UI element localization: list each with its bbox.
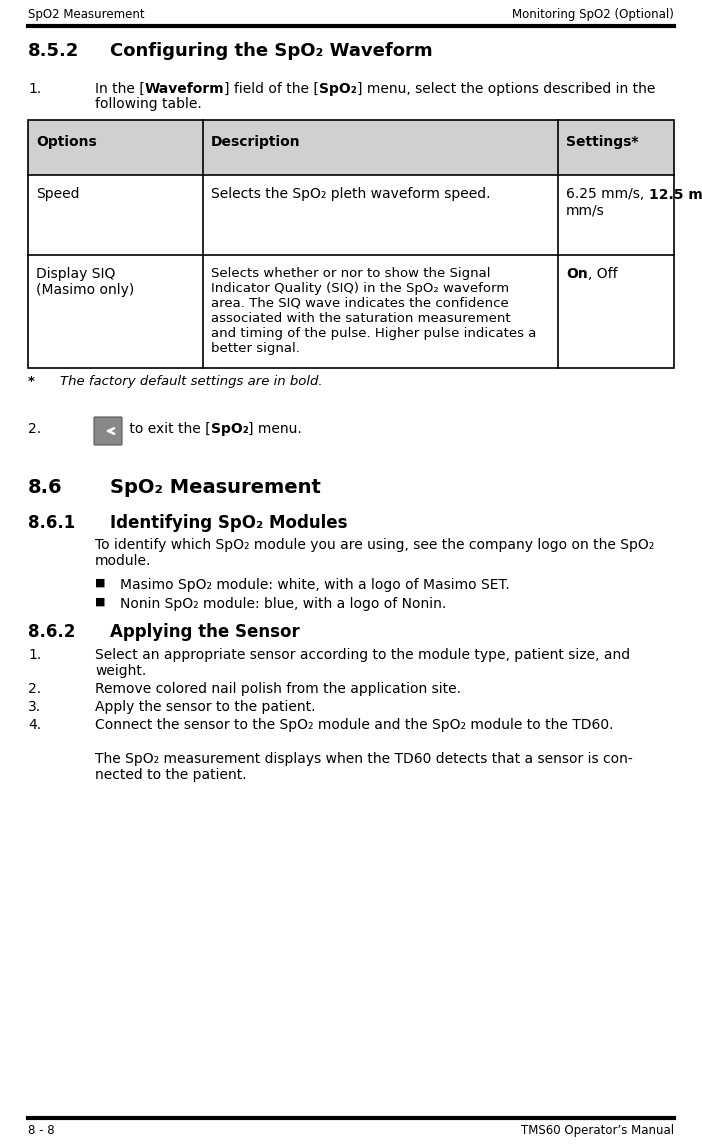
FancyBboxPatch shape xyxy=(94,418,122,445)
Bar xyxy=(28,120,674,175)
Text: On: On xyxy=(566,267,588,281)
Text: Select an appropriate sensor according to the module type, patient size, and: Select an appropriate sensor according t… xyxy=(95,648,630,662)
Text: to exit the [: to exit the [ xyxy=(125,422,211,436)
Text: 6.25 mm/s,: 6.25 mm/s, xyxy=(566,186,649,201)
Text: Connect the sensor to the SpO₂ module and the SpO₂ module to the TD60.: Connect the sensor to the SpO₂ module an… xyxy=(95,718,614,732)
Text: ■: ■ xyxy=(95,578,105,588)
Text: *: * xyxy=(28,375,35,388)
Text: weight.: weight. xyxy=(95,664,146,678)
Text: ] menu, select the options described in the: ] menu, select the options described in … xyxy=(357,82,656,96)
Text: (Masimo only): (Masimo only) xyxy=(36,283,134,297)
Text: TMS60 Operator’s Manual: TMS60 Operator’s Manual xyxy=(521,1125,674,1137)
Text: ] field of the [: ] field of the [ xyxy=(225,82,319,96)
Text: module.: module. xyxy=(95,554,152,569)
Text: The SpO₂ measurement displays when the TD60 detects that a sensor is con-: The SpO₂ measurement displays when the T… xyxy=(95,752,633,766)
Text: ■: ■ xyxy=(95,597,105,607)
Text: Configuring the SpO₂ Waveform: Configuring the SpO₂ Waveform xyxy=(110,42,432,59)
Text: SpO₂: SpO₂ xyxy=(319,82,357,96)
Text: associated with the saturation measurement: associated with the saturation measureme… xyxy=(211,312,510,325)
Bar xyxy=(28,120,674,368)
Text: Indicator Quality (SIQ) in the SpO₂ waveform: Indicator Quality (SIQ) in the SpO₂ wave… xyxy=(211,283,509,295)
Text: Display SIQ: Display SIQ xyxy=(36,267,115,281)
Text: and timing of the pulse. Higher pulse indicates a: and timing of the pulse. Higher pulse in… xyxy=(211,327,536,340)
Text: Selects whether or nor to show the Signal: Selects whether or nor to show the Signa… xyxy=(211,267,491,280)
Text: 2.: 2. xyxy=(28,422,41,436)
Text: Options: Options xyxy=(36,135,97,149)
Text: 8 - 8: 8 - 8 xyxy=(28,1125,55,1137)
Text: 12.5 mm/s: 12.5 mm/s xyxy=(649,186,702,201)
Text: mm/s: mm/s xyxy=(566,204,604,219)
Text: 1.: 1. xyxy=(28,82,41,96)
Text: In the [: In the [ xyxy=(95,82,145,96)
Text: 8.6.2: 8.6.2 xyxy=(28,623,75,641)
Text: To identify which SpO₂ module you are using, see the company logo on the SpO₂: To identify which SpO₂ module you are us… xyxy=(95,538,654,553)
Text: following table.: following table. xyxy=(95,97,201,111)
Text: Remove colored nail polish from the application site.: Remove colored nail polish from the appl… xyxy=(95,682,461,696)
Text: 4.: 4. xyxy=(28,718,41,732)
Text: 8.6: 8.6 xyxy=(28,478,62,496)
Text: Waveform: Waveform xyxy=(145,82,225,96)
Text: 8.5.2: 8.5.2 xyxy=(28,42,79,59)
Text: Masimo SpO₂ module: white, with a logo of Masimo SET.: Masimo SpO₂ module: white, with a logo o… xyxy=(120,578,510,591)
Text: 1.: 1. xyxy=(28,648,41,662)
Text: Settings*: Settings* xyxy=(566,135,639,149)
Text: better signal.: better signal. xyxy=(211,342,300,355)
Text: nected to the patient.: nected to the patient. xyxy=(95,768,246,782)
Text: SpO₂ Measurement: SpO₂ Measurement xyxy=(110,478,321,496)
Text: Nonin SpO₂ module: blue, with a logo of Nonin.: Nonin SpO₂ module: blue, with a logo of … xyxy=(120,597,446,611)
Text: Speed: Speed xyxy=(36,186,79,201)
Text: Selects the SpO₂ pleth waveform speed.: Selects the SpO₂ pleth waveform speed. xyxy=(211,186,491,201)
Text: The factory default settings are in bold.: The factory default settings are in bold… xyxy=(60,375,323,388)
Text: 8.6.1: 8.6.1 xyxy=(28,514,75,532)
Text: Apply the sensor to the patient.: Apply the sensor to the patient. xyxy=(95,700,315,714)
Text: Monitoring SpO2 (Optional): Monitoring SpO2 (Optional) xyxy=(512,8,674,21)
Text: SpO2 Measurement: SpO2 Measurement xyxy=(28,8,145,21)
Text: ] menu.: ] menu. xyxy=(249,422,302,436)
Text: Description: Description xyxy=(211,135,300,149)
Text: , Off: , Off xyxy=(588,267,617,281)
Text: Applying the Sensor: Applying the Sensor xyxy=(110,623,300,641)
Text: 3.: 3. xyxy=(28,700,41,714)
Text: SpO₂: SpO₂ xyxy=(211,422,249,436)
Text: Identifying SpO₂ Modules: Identifying SpO₂ Modules xyxy=(110,514,347,532)
Text: area. The SIQ wave indicates the confidence: area. The SIQ wave indicates the confide… xyxy=(211,297,509,310)
Text: 2.: 2. xyxy=(28,682,41,696)
